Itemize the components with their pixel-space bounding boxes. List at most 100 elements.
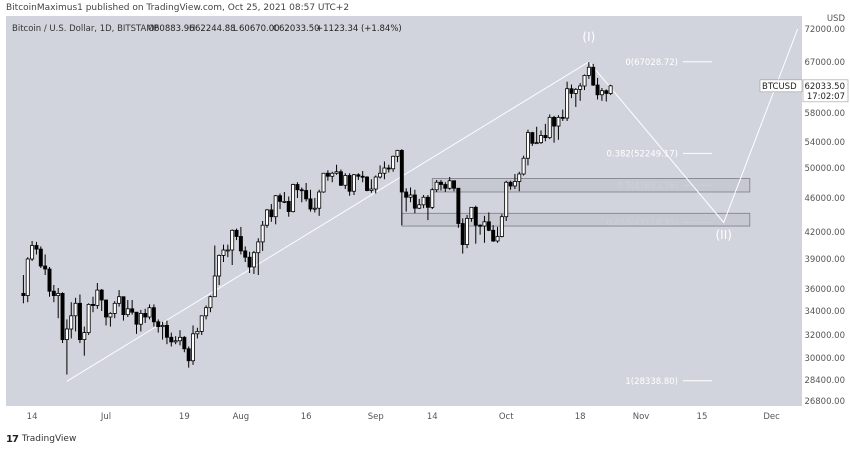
candle[interactable]: [225, 244, 230, 258]
candle[interactable]: [69, 302, 74, 339]
candle[interactable]: [578, 83, 583, 101]
candle[interactable]: [191, 325, 196, 365]
candle[interactable]: [365, 176, 369, 192]
candle[interactable]: [547, 114, 552, 140]
footer-brand[interactable]: TradingView: [21, 434, 77, 444]
candle[interactable]: [243, 246, 248, 262]
candle[interactable]: [321, 172, 326, 193]
candle[interactable]: [443, 182, 448, 192]
candle[interactable]: [521, 155, 526, 176]
candle[interactable]: [73, 297, 78, 332]
candle[interactable]: [543, 123, 548, 142]
candle[interactable]: [112, 301, 117, 319]
candle[interactable]: [308, 189, 313, 212]
candle[interactable]: [369, 179, 374, 193]
candle[interactable]: [186, 346, 191, 368]
candle[interactable]: [391, 155, 396, 172]
candle[interactable]: [508, 180, 513, 190]
candle[interactable]: [608, 84, 613, 95]
candle[interactable]: [591, 63, 596, 86]
candle[interactable]: [117, 290, 122, 307]
candle[interactable]: [25, 257, 30, 303]
candle[interactable]: [217, 254, 222, 286]
candle[interactable]: [265, 209, 269, 228]
candle[interactable]: [278, 193, 282, 210]
candle[interactable]: [434, 180, 439, 192]
candle[interactable]: [417, 198, 422, 210]
candle[interactable]: [560, 109, 565, 121]
candle[interactable]: [195, 327, 200, 339]
candle[interactable]: [121, 296, 126, 321]
candle[interactable]: [586, 62, 591, 79]
candle[interactable]: [86, 303, 91, 335]
candle[interactable]: [517, 171, 522, 192]
candle[interactable]: [330, 171, 335, 183]
candle[interactable]: [212, 245, 217, 298]
candle[interactable]: [478, 224, 483, 235]
candle[interactable]: [491, 225, 496, 242]
candle[interactable]: [134, 311, 139, 334]
candle[interactable]: [499, 214, 504, 238]
candle[interactable]: [465, 215, 470, 249]
candle[interactable]: [408, 187, 413, 203]
candle[interactable]: [299, 187, 304, 203]
candle[interactable]: [382, 161, 387, 180]
candle[interactable]: [343, 173, 348, 189]
candle[interactable]: [130, 300, 135, 315]
candle[interactable]: [495, 226, 500, 243]
candle[interactable]: [425, 195, 430, 221]
candle[interactable]: [430, 188, 435, 210]
candle[interactable]: [147, 304, 152, 320]
candle[interactable]: [143, 308, 148, 323]
candle[interactable]: [238, 226, 243, 255]
candle[interactable]: [447, 177, 452, 190]
candle[interactable]: [251, 250, 256, 274]
candle[interactable]: [539, 130, 543, 144]
candle[interactable]: [286, 196, 291, 217]
candle[interactable]: [60, 292, 65, 344]
candle[interactable]: [56, 288, 61, 319]
candle[interactable]: [378, 165, 383, 179]
candle[interactable]: [199, 315, 204, 335]
candle[interactable]: [565, 81, 570, 121]
candle[interactable]: [169, 332, 174, 347]
candle[interactable]: [164, 320, 169, 345]
candle[interactable]: [104, 299, 109, 326]
candle[interactable]: [282, 192, 287, 204]
candle[interactable]: [47, 267, 52, 297]
candle[interactable]: [269, 203, 274, 222]
candle[interactable]: [452, 180, 456, 192]
candle[interactable]: [530, 131, 535, 146]
candle[interactable]: [51, 285, 56, 303]
candle[interactable]: [82, 326, 87, 356]
candle[interactable]: [91, 296, 95, 313]
candle[interactable]: [247, 251, 252, 273]
candle[interactable]: [582, 74, 587, 91]
candle[interactable]: [334, 164, 339, 175]
candle[interactable]: [317, 189, 322, 216]
candle[interactable]: [599, 88, 604, 101]
candle[interactable]: [77, 294, 82, 344]
candle[interactable]: [204, 305, 209, 320]
candle[interactable]: [473, 205, 478, 244]
candle[interactable]: [399, 149, 404, 226]
candle[interactable]: [38, 246, 43, 268]
candle[interactable]: [569, 84, 574, 99]
candle[interactable]: [182, 336, 187, 353]
candle[interactable]: [404, 188, 409, 212]
candle[interactable]: [460, 218, 465, 254]
candle[interactable]: [595, 77, 600, 100]
candle[interactable]: [21, 275, 26, 304]
wave-projection-path[interactable]: [588, 28, 799, 224]
candle[interactable]: [160, 321, 165, 340]
candle[interactable]: [360, 171, 365, 183]
candle[interactable]: [304, 183, 309, 202]
candle[interactable]: [99, 289, 104, 311]
candle[interactable]: [421, 195, 426, 209]
candle[interactable]: [534, 126, 539, 145]
candle[interactable]: [386, 164, 391, 173]
candle[interactable]: [556, 115, 561, 140]
candle[interactable]: [482, 215, 487, 243]
candle[interactable]: [43, 254, 48, 276]
